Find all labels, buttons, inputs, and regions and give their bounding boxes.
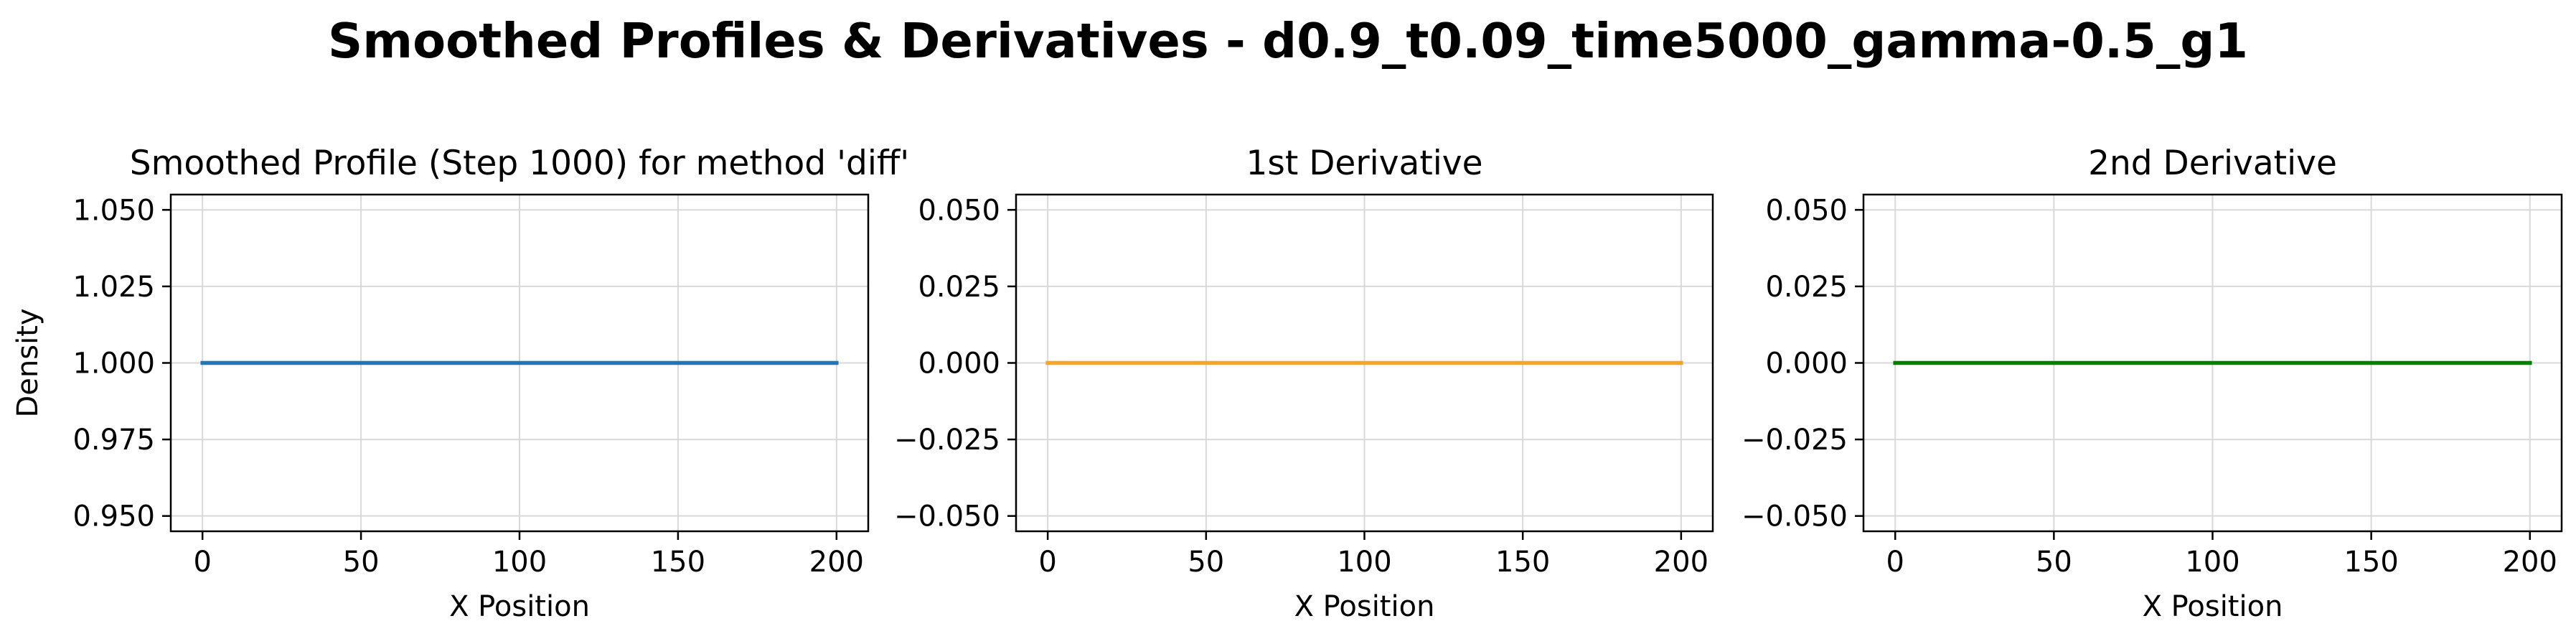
y-axis-label: Density bbox=[11, 308, 44, 417]
x-tick-label: 50 bbox=[2036, 546, 2072, 579]
x-tick-label: 150 bbox=[1495, 546, 1550, 579]
x-axis-label: X Position bbox=[449, 590, 590, 623]
chart-panel-3: 0 50 100 150 200 −0.050 −0.025 0.000 0.025 0.050 2… bbox=[1741, 144, 2563, 623]
x-tick-label: 0 bbox=[1886, 546, 1904, 579]
x-tick-label: 50 bbox=[1188, 546, 1224, 579]
y-tick-label: 1.050 bbox=[72, 194, 155, 227]
y-tick-label: 0.050 bbox=[918, 194, 1000, 227]
x-tick-label: 200 bbox=[2503, 546, 2557, 579]
panel-title: 1st Derivative bbox=[1246, 144, 1482, 183]
y-tick-label: 1.025 bbox=[72, 271, 155, 304]
y-tick-label: 0.000 bbox=[1765, 347, 1848, 381]
x-tick-label: 100 bbox=[2185, 546, 2239, 579]
figure-suptitle: Smoothed Profiles & Derivatives - d0.9_t… bbox=[328, 13, 2248, 69]
x-tick-label: 50 bbox=[343, 546, 380, 579]
x-tick-label: 200 bbox=[809, 546, 864, 579]
x-tick-label: 0 bbox=[1038, 546, 1056, 579]
chart-panel-2: 0 50 100 150 200 −0.050 −0.025 0.000 0.025 0.050 1… bbox=[894, 144, 1714, 623]
x-tick-label: 150 bbox=[2344, 546, 2398, 579]
y-tick-label: −0.025 bbox=[894, 424, 1000, 457]
x-axis-label: X Position bbox=[2143, 590, 2283, 623]
x-tick-label: 100 bbox=[492, 546, 547, 579]
y-tick-label: 0.025 bbox=[918, 271, 1000, 304]
y-tick-label: 0.950 bbox=[72, 500, 155, 533]
y-tick-label: −0.050 bbox=[1741, 500, 1848, 533]
panel-title: Smoothed Profile (Step 1000) for method … bbox=[130, 144, 909, 183]
y-tick-label: 0.050 bbox=[1765, 194, 1848, 227]
y-tick-label: 1.000 bbox=[72, 347, 155, 381]
y-tick-label: 0.000 bbox=[918, 347, 1000, 381]
x-tick-label: 150 bbox=[651, 546, 705, 579]
x-tick-label: 100 bbox=[1337, 546, 1391, 579]
y-tick-label: −0.050 bbox=[894, 500, 1000, 533]
x-axis-label: X Position bbox=[1294, 590, 1435, 623]
x-tick-label: 0 bbox=[193, 546, 211, 579]
panel-title: 2nd Derivative bbox=[2088, 144, 2337, 183]
y-tick-label: 0.975 bbox=[72, 424, 155, 457]
y-tick-label: 0.025 bbox=[1765, 271, 1848, 304]
x-tick-label: 200 bbox=[1654, 546, 1708, 579]
chart-panel-1: 0 50 100 150 200 0.950 0.975 1.000 1.025 1.050 Smo… bbox=[11, 144, 909, 623]
y-tick-label: −0.025 bbox=[1741, 424, 1848, 457]
